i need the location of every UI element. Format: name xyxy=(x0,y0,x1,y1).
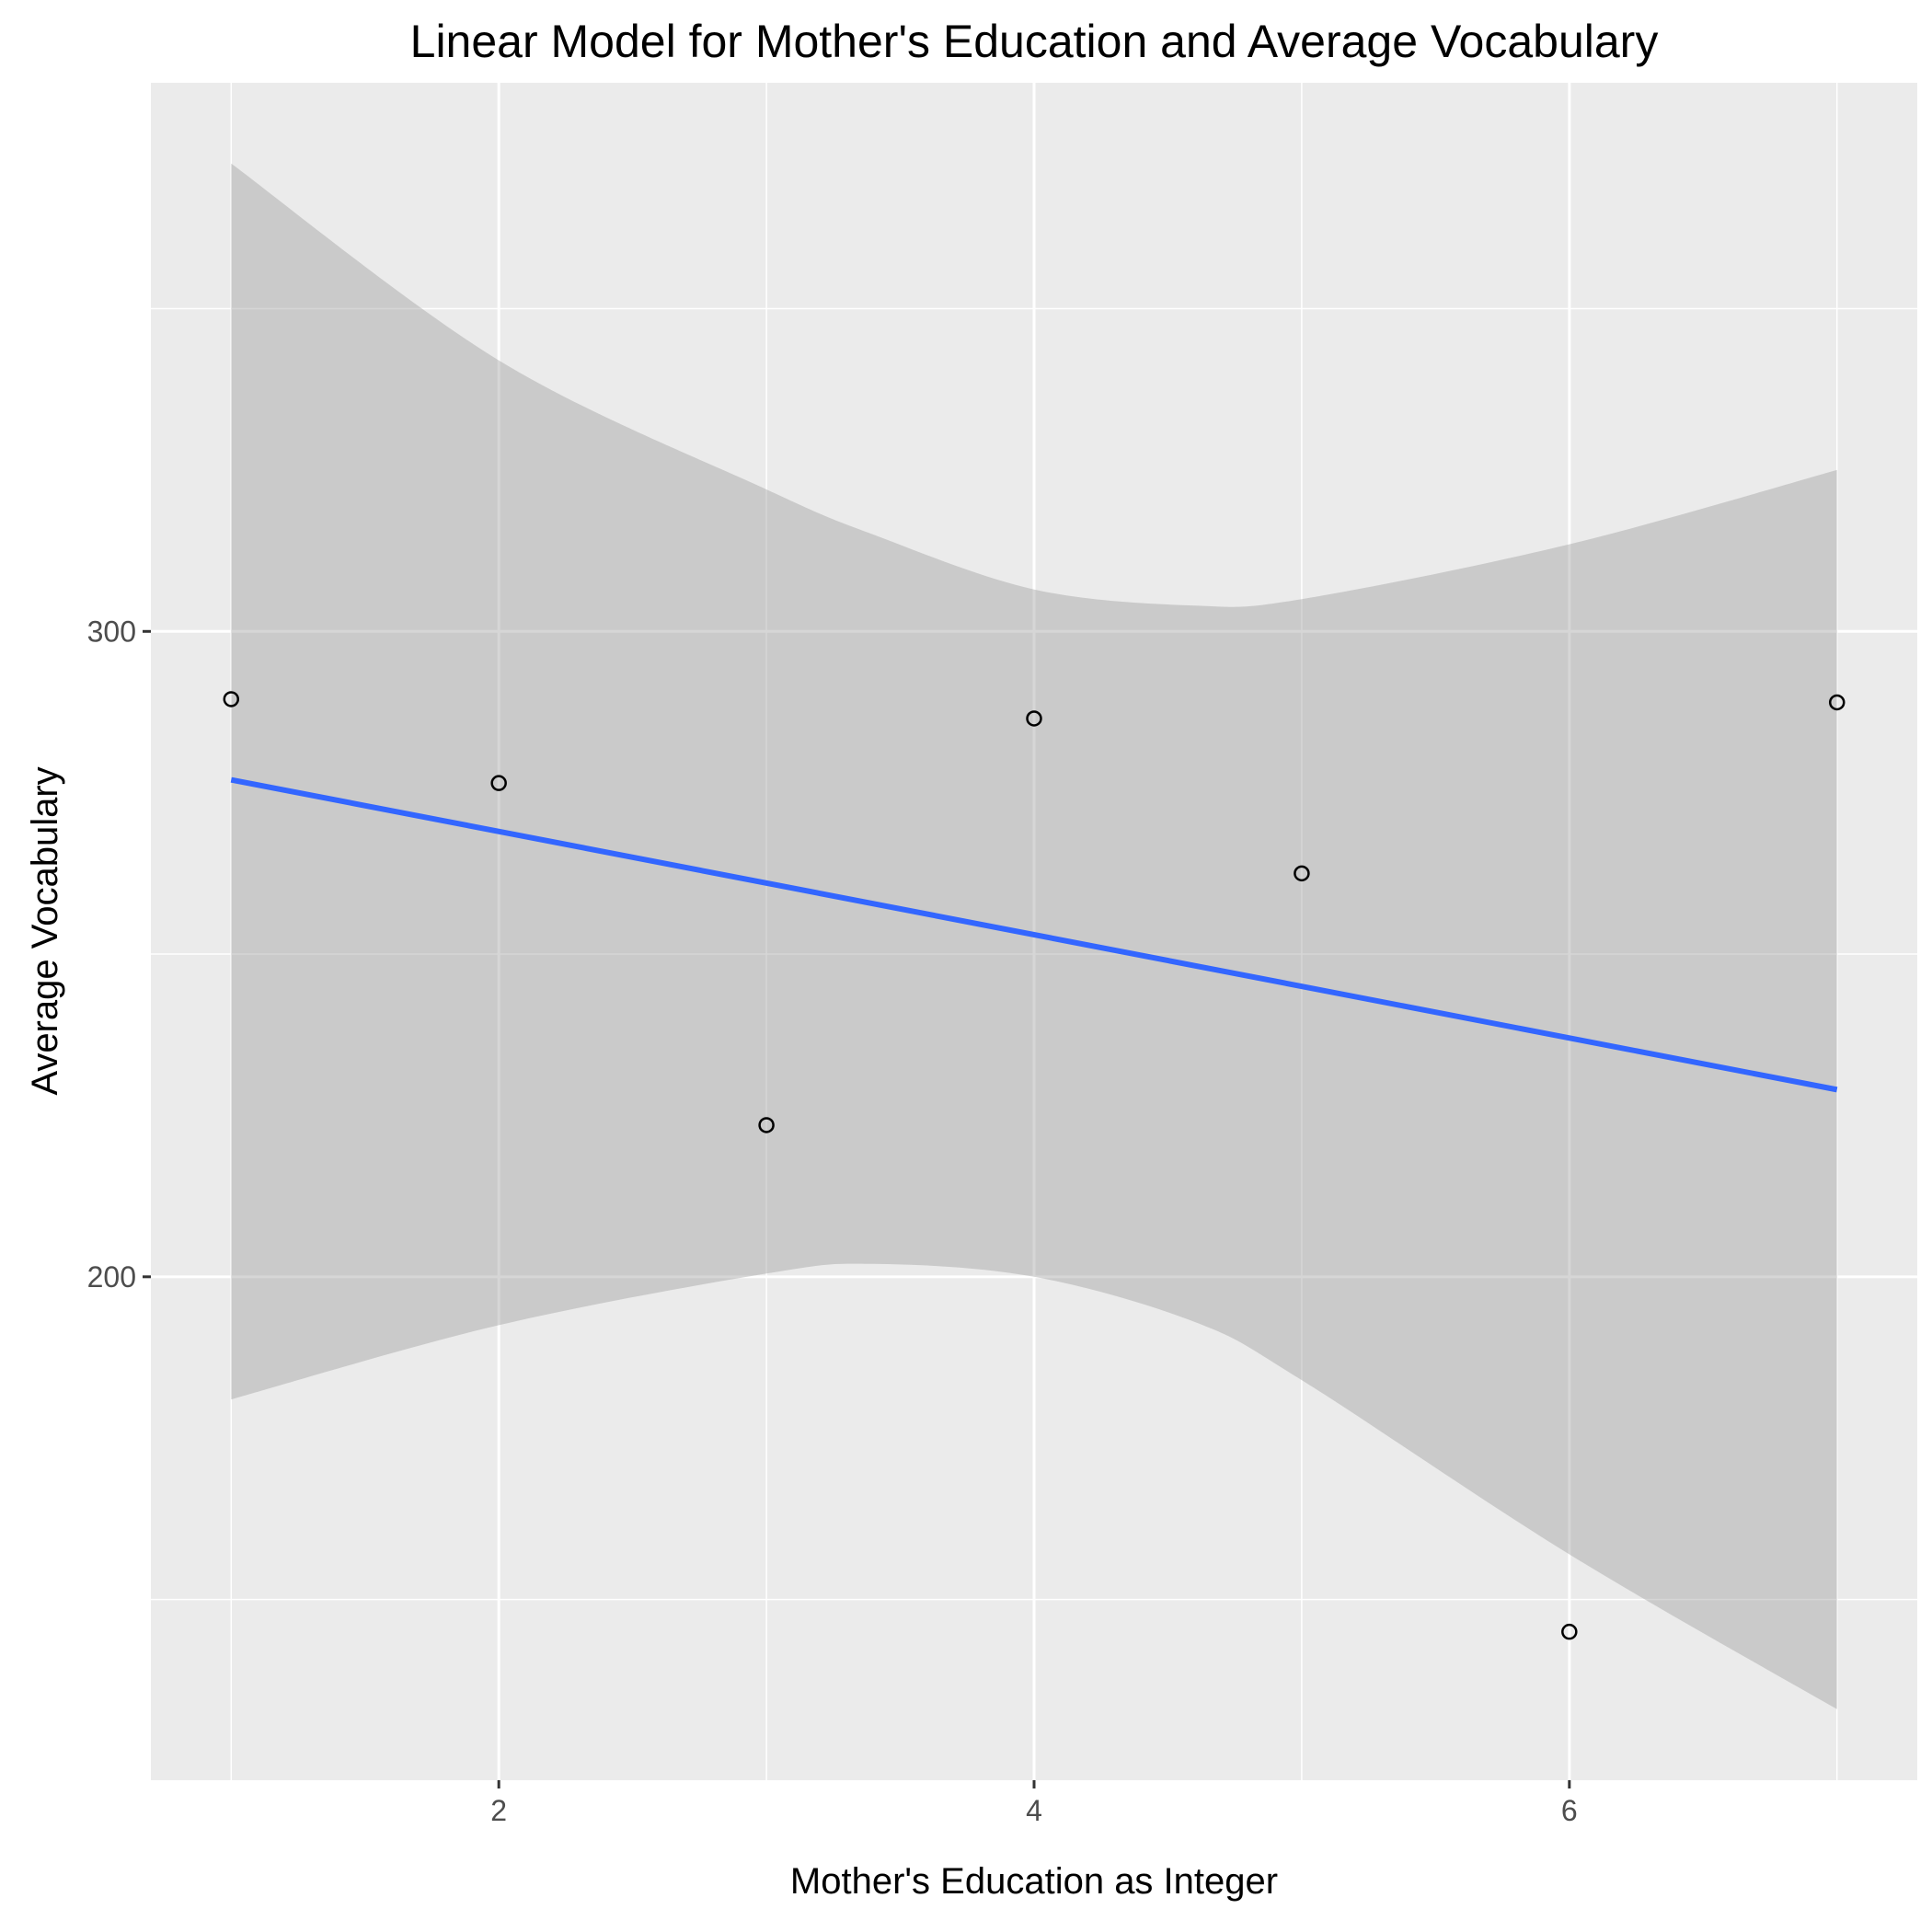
y-tick-label: 300 xyxy=(87,615,136,648)
data-point xyxy=(1026,710,1042,727)
fit-line xyxy=(230,776,1838,1093)
x-axis-title: Mother's Education as Integer xyxy=(790,1861,1278,1902)
chart-title: Linear Model for Mother's Education and … xyxy=(410,16,1659,67)
grid-layer xyxy=(151,83,1917,1780)
x-tick-label: 6 xyxy=(1561,1794,1578,1827)
data-point xyxy=(1561,1623,1578,1640)
data-point xyxy=(1828,694,1846,711)
data-point xyxy=(223,691,240,707)
point-layer xyxy=(223,691,1846,1640)
x-tick-label: 4 xyxy=(1026,1794,1042,1827)
data-point xyxy=(490,775,507,791)
x-tick-label: 2 xyxy=(490,1794,507,1827)
data-point xyxy=(1294,865,1310,882)
axis-layer: 2 4 6 200 300 xyxy=(87,615,1578,1827)
y-axis-title: Average Vocabulary xyxy=(25,766,65,1095)
data-point xyxy=(758,1117,775,1133)
y-tick-label: 200 xyxy=(87,1260,136,1294)
line-layer xyxy=(230,776,1838,1093)
